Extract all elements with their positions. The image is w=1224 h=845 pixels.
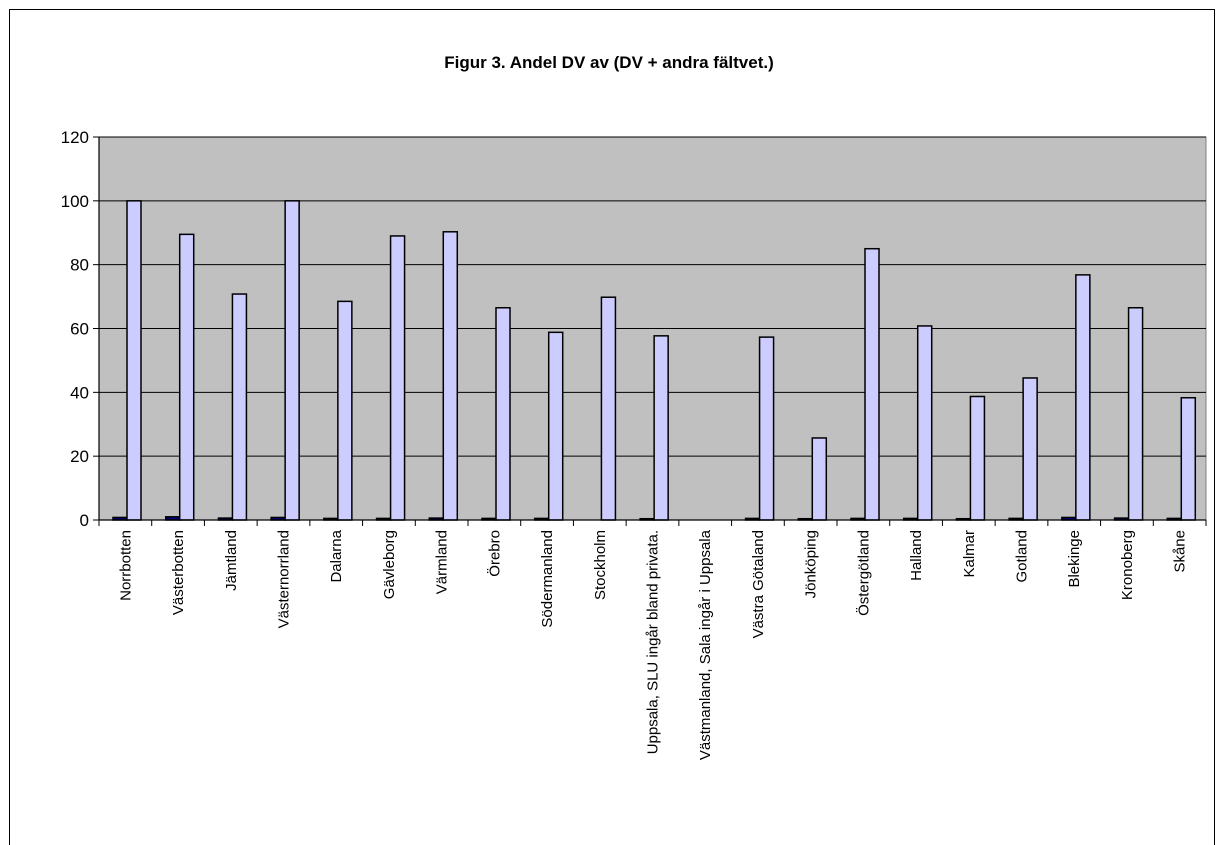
x-tick-label: Skåne (1172, 530, 1189, 573)
y-tick-label: 40 (70, 383, 89, 402)
bar-series-2 (1075, 274, 1091, 521)
bar-series-2 (1022, 377, 1038, 521)
x-tick-label: Västernorrland (276, 530, 293, 628)
x-tick-label: Stockholm (592, 530, 609, 600)
y-tick-label: 20 (70, 447, 89, 466)
x-tick-label: Kalmar (961, 530, 978, 578)
bar-series-2 (653, 335, 669, 521)
x-tick-label: Halland (908, 530, 925, 581)
y-tick-label: 0 (80, 511, 89, 530)
x-tick-label: Jönköping (803, 530, 820, 598)
bar-series-2 (969, 395, 986, 521)
x-tick-label: Östergötland (854, 530, 872, 616)
x-tick-label: Västmanland, Sala ingår i Uppsala (697, 529, 714, 760)
bar-series-2 (758, 336, 775, 521)
bar-series-2 (231, 293, 248, 521)
y-tick-label: 60 (70, 320, 89, 339)
bar-series-2 (495, 307, 511, 521)
x-tick-label: Örebro (485, 530, 503, 577)
x-tick-label: Södermanland (539, 530, 556, 628)
bar-series-2 (442, 231, 459, 521)
bar-series-2 (178, 233, 195, 521)
x-tick-label: Gotland (1014, 530, 1031, 583)
x-tick-label: Uppsala, SLU ingår bland privata. (645, 530, 662, 754)
x-tick-label: Gävleborg (381, 530, 398, 599)
bar-series-2 (284, 200, 300, 521)
x-tick-label: Värmland (434, 530, 451, 594)
bar-series-2 (811, 437, 828, 521)
bar-series-2 (1127, 307, 1144, 521)
y-tick-label: 100 (61, 192, 89, 211)
bar-series-2 (916, 325, 933, 521)
x-tick-label: Kronoberg (1119, 530, 1136, 600)
bar-series-2 (337, 300, 353, 521)
x-tick-label: Blekinge (1066, 530, 1083, 588)
y-tick-label: 120 (61, 128, 89, 147)
x-tick-label: Dalarna (328, 529, 345, 582)
y-tick-label: 80 (70, 256, 89, 275)
bar-series-2 (864, 247, 880, 521)
bar-series-2 (600, 296, 617, 521)
x-tick-label: Norrbotten (117, 530, 134, 601)
x-tick-label: Västra Götaland (750, 530, 767, 638)
bar-series-2 (547, 331, 564, 521)
bar-series-2 (1180, 397, 1197, 521)
bar-series-2 (389, 235, 406, 521)
x-tick-label: Jämtland (223, 530, 240, 591)
x-tick-label: Västerbotten (170, 530, 187, 615)
chart-title: Figur 3. Andel DV av (DV + andra fältvet… (444, 53, 774, 72)
bar-series-2 (126, 200, 142, 521)
